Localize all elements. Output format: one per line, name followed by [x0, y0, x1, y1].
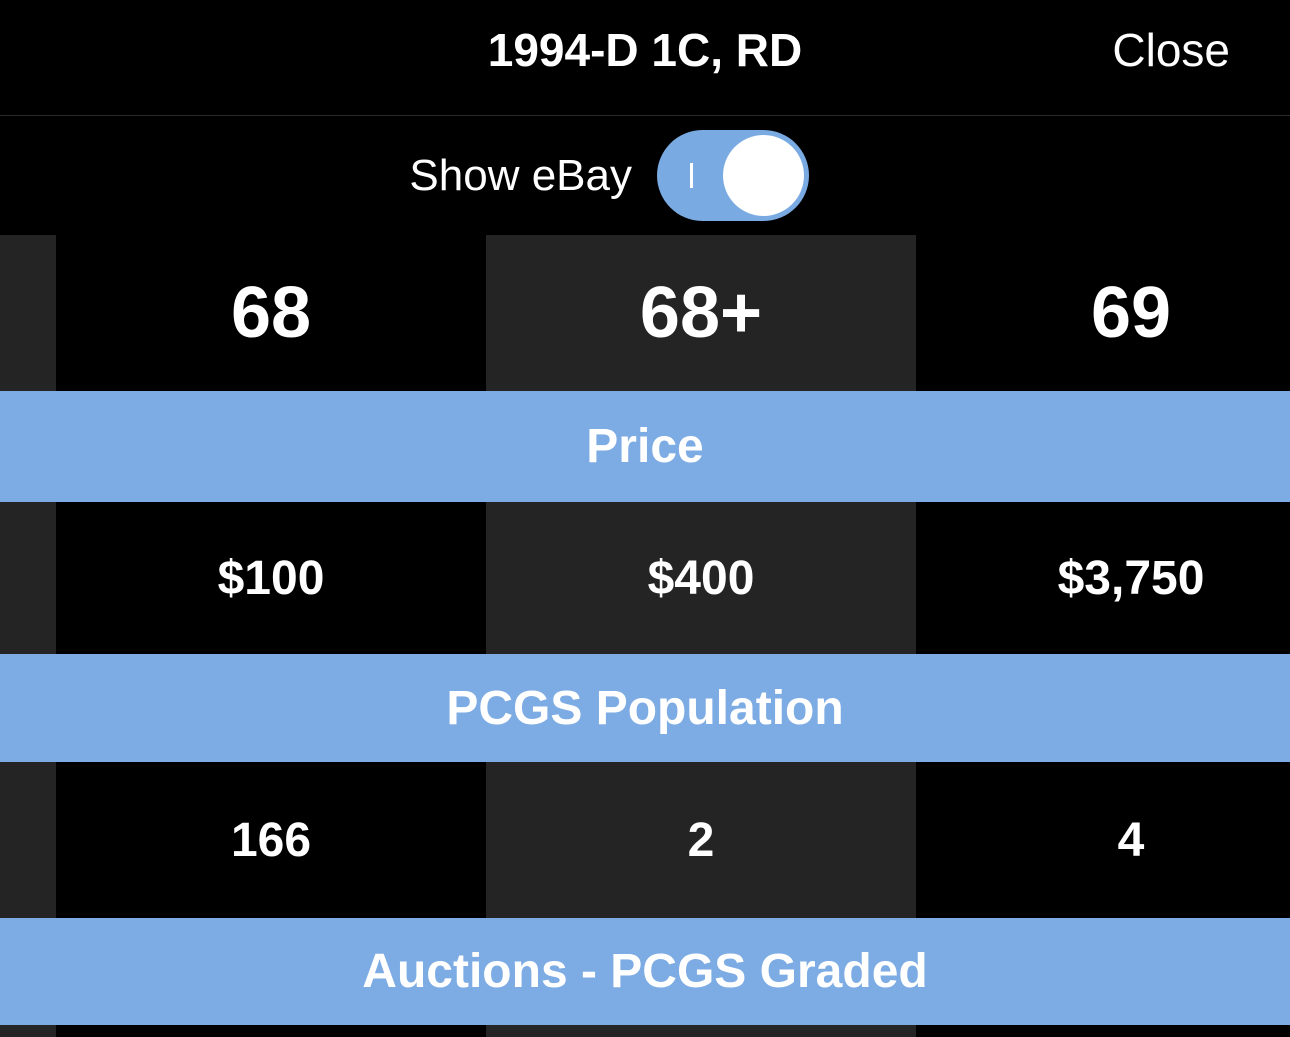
- value-cell: 2: [486, 762, 916, 918]
- grade-header: 69: [1090, 273, 1172, 353]
- section-header: Price: [0, 391, 1290, 502]
- section-header: Auctions - PCGS Graded: [0, 918, 1290, 1025]
- value-cell: 4: [1117, 813, 1145, 867]
- toggle-label: Show eBay: [409, 151, 632, 200]
- section-header: PCGS Population: [0, 654, 1290, 762]
- toggle-knob: [723, 135, 804, 216]
- side-column: [0, 502, 56, 654]
- value-cell: $400: [486, 502, 916, 654]
- side-column: [0, 235, 56, 391]
- value-cell: $100: [217, 551, 325, 605]
- title: 1994-D 1C, RD: [487, 24, 803, 76]
- grade-header: 68+: [486, 235, 916, 391]
- toggle-on-indicator: [690, 163, 693, 188]
- close-button[interactable]: Close: [1112, 24, 1230, 76]
- value-cell: 166: [230, 813, 312, 867]
- divider: [0, 115, 1290, 116]
- value-cell: $3,750: [1057, 551, 1205, 605]
- side-column: [0, 1025, 56, 1037]
- column-fill: [486, 1025, 916, 1037]
- side-column: [0, 762, 56, 918]
- grade-header: 68: [230, 273, 312, 353]
- toggle-switch[interactable]: [657, 130, 809, 221]
